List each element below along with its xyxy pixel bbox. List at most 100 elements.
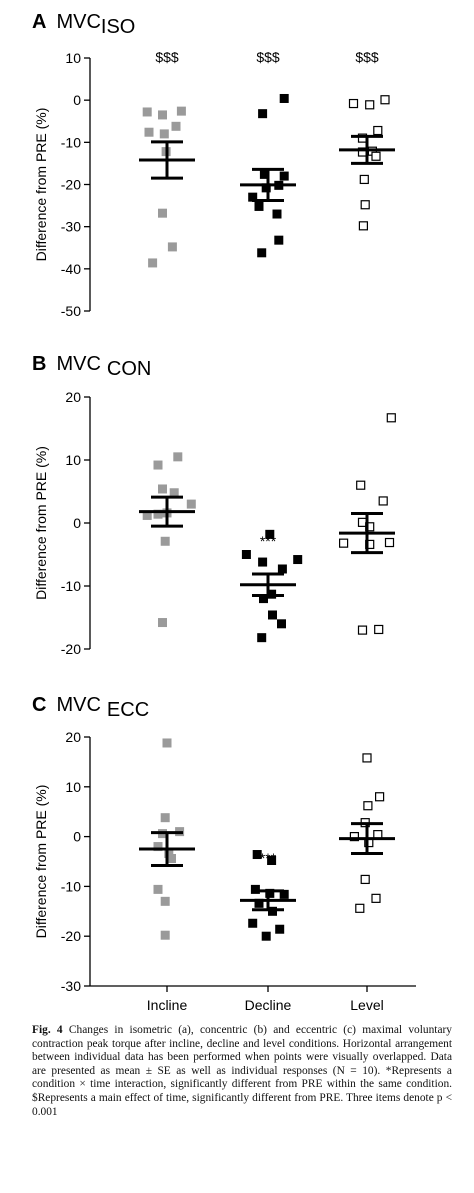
panel-b-title-sub: CON (107, 358, 151, 380)
panel-b-decline-point (277, 619, 286, 629)
panel-a-y-label: Difference from PRE (%) (33, 108, 49, 262)
panel-c-incline-point (160, 930, 170, 940)
panel-c-decline-point (275, 924, 285, 934)
panel-c-decline-point (265, 888, 275, 898)
panel-a-level-significance: $$$ (355, 49, 379, 65)
panel-a-y-tick-label: 0 (73, 92, 81, 108)
panel-b-decline-point (293, 555, 303, 565)
panel-b-incline-point (186, 499, 196, 509)
panel-a-incline-point (171, 121, 181, 131)
panel-b-incline-point (158, 484, 167, 494)
panel-a-incline-point (167, 242, 177, 252)
panel-b-incline-point (153, 460, 163, 470)
panel-a-title-main: MVC (56, 11, 100, 33)
panel-a-y-tick-label: 10 (65, 50, 81, 66)
panel-c-incline-point (167, 854, 176, 864)
panel-c-incline-point (164, 849, 174, 859)
panel-a-y-tick-label: -20 (61, 177, 81, 193)
panel-c-level-point (363, 801, 373, 811)
panel-c-title-main: MVC (56, 694, 100, 716)
panel-a-level-point (373, 125, 383, 136)
panel-c-level-point (355, 903, 365, 913)
panel-b-decline-point (259, 594, 268, 604)
panel-a-level-point (360, 200, 370, 210)
panel-c-y-tick-label: 10 (65, 779, 81, 795)
panel-c-decline-significance: *** (260, 850, 277, 866)
panel-c-level-point (362, 753, 372, 763)
panel-c-x-tick-label: Decline (245, 997, 292, 1013)
panel-c-title-sub: ECC (107, 699, 149, 721)
panel-a-incline-point (159, 129, 169, 139)
panel-b-title: B MVC CON (32, 353, 151, 380)
panel-c-incline-point (162, 738, 172, 748)
panel-c-decline-point (267, 856, 277, 866)
panel-b-level-point (378, 496, 388, 506)
panel-a-decline-point (261, 183, 271, 193)
panel-c-incline-point (160, 896, 170, 906)
panel-a-decline-point (274, 235, 284, 245)
panel-b-incline-point (169, 488, 179, 498)
panel-a-decline-point (254, 201, 264, 211)
panel-a-incline-point (176, 106, 186, 116)
panel-a-decline-significance: $$$ (256, 49, 280, 65)
panel-b-decline-point (265, 529, 275, 539)
panel-c-y-label: Difference from PRE (%) (33, 785, 49, 939)
panel-a-decline-point (259, 169, 269, 179)
panel-a-decline-point (248, 192, 258, 202)
panel-b-y-tick-label: -10 (61, 578, 81, 594)
panel-b-incline-point (142, 510, 152, 520)
panel-a-title: A MVCISO (32, 11, 135, 38)
panel-c-y-tick-label: -10 (61, 878, 81, 894)
panel-c-title: C MVC ECC (32, 694, 149, 721)
panel-a-decline-point (279, 171, 289, 181)
panel-c-y-tick-label: -20 (61, 928, 81, 944)
panel-b-decline-significance: *** (260, 533, 277, 549)
panel-b-incline-point (173, 452, 183, 462)
panel-a-decline-point (258, 109, 268, 119)
panel-a-decline-point (272, 209, 282, 219)
panel-b-y-tick-label: 10 (65, 452, 81, 468)
panel-c-incline-point (153, 884, 163, 894)
panel-b-level-point (339, 538, 349, 548)
panel-b-decline-point (277, 564, 287, 574)
caption-text: Changes in isometric (a), concentric (b)… (32, 1024, 452, 1118)
panel-a-decline-point (279, 93, 289, 103)
panel-b-y-tick-label: 0 (73, 515, 81, 531)
panel-c-decline-point (279, 889, 289, 899)
panel-a-level-point (348, 98, 359, 109)
panel-c-decline-point (252, 850, 262, 860)
panel-a-decline-point (257, 248, 267, 258)
panel-a-y-tick-label: -10 (61, 134, 81, 150)
panel-a-incline-point (144, 127, 154, 137)
panel-c-y-tick-label: 20 (65, 729, 81, 745)
panel-b-level-point (384, 537, 395, 548)
panel-a-incline-significance: $$$ (155, 49, 179, 65)
panel-a-level-point (380, 95, 390, 105)
panel-a-y-tick-label: -40 (61, 261, 81, 277)
panel-c-level-point (371, 893, 381, 903)
panel-b-incline-point (158, 618, 167, 628)
panel-a-incline-point (158, 110, 167, 120)
panel-a-letter: A (32, 11, 46, 33)
panel-c-incline-point (160, 813, 170, 823)
panel-a-level-point (371, 151, 381, 161)
panel-c-level-point (360, 874, 370, 885)
panel-a-y-tick-label: -50 (61, 303, 81, 319)
panel-b-level-point (356, 480, 366, 490)
panel-a-y-tick-label: -30 (61, 219, 81, 235)
panel-a-incline-point (142, 107, 152, 117)
panel-c-decline-point (261, 931, 271, 941)
panel-c-x-tick-label: Incline (147, 997, 188, 1013)
panel-a-title-sub: ISO (101, 16, 135, 38)
panel-b-decline-point (258, 557, 268, 567)
panel-b-title-main: MVC (56, 353, 100, 375)
panel-b-level-point (357, 625, 368, 635)
panel-b-incline-point (160, 536, 170, 546)
panel-c-y-tick-label: 0 (73, 829, 81, 845)
panel-b-level-point (386, 413, 396, 423)
panel-c-level-point (349, 831, 359, 842)
panel-c-y-tick-label: -30 (61, 978, 81, 994)
panel-c-decline-point (248, 918, 258, 928)
panel-c-x-tick-label: Level (350, 997, 383, 1013)
panel-a-level-point (365, 100, 375, 110)
